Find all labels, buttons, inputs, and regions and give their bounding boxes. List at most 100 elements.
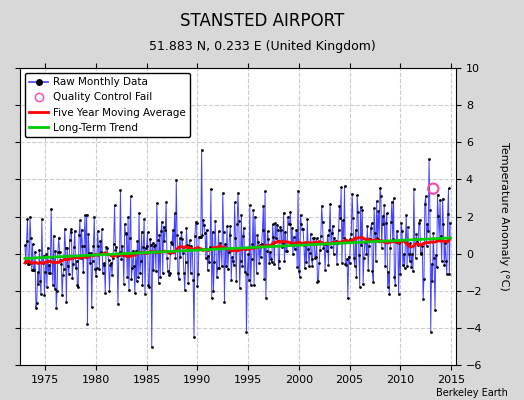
Point [146,236,154,242]
Point [68,275,77,281]
Point [90,213,99,220]
Point [144,282,152,288]
Point [212,244,220,251]
Point [441,240,449,246]
Point [166,250,174,257]
Point [191,232,199,239]
Text: 51.883 N, 0.233 E (United Kingdom): 51.883 N, 0.233 E (United Kingdom) [149,40,375,53]
Point [46,270,54,276]
Point [421,193,430,200]
Point [268,259,276,265]
Point [139,244,147,250]
Point [128,265,136,271]
Point [180,270,188,276]
Point [256,242,264,248]
Point [73,282,82,288]
Point [118,243,126,249]
Point [351,226,359,233]
Point [376,184,384,191]
Point [86,250,95,256]
Point [387,219,395,225]
Point [440,262,449,268]
Point [435,236,443,242]
Point [439,221,447,228]
Point [275,264,283,271]
Point [34,269,42,276]
Point [162,199,170,206]
Point [117,256,126,262]
Point [53,288,61,295]
Point [129,247,137,254]
Point [122,231,130,237]
Point [89,258,97,264]
Legend: Raw Monthly Data, Quality Control Fail, Five Year Moving Average, Long-Term Tren: Raw Monthly Data, Quality Control Fail, … [25,73,190,137]
Point [220,229,228,236]
Point [394,238,402,244]
Point [360,254,368,261]
Point [410,185,418,192]
Point [198,146,206,153]
Point [132,248,140,254]
Point [213,264,222,271]
Point [92,273,100,279]
Point [149,267,158,273]
Point [408,251,417,257]
Point [401,238,410,245]
Point [423,221,432,227]
Point [215,265,224,271]
Point [419,296,428,302]
Point [21,242,29,249]
Point [331,240,340,246]
Point [152,200,161,207]
Point [384,268,392,275]
Point [119,251,127,258]
Point [288,225,296,231]
Point [255,260,264,266]
Point [107,260,115,266]
Point [79,269,88,276]
Point [74,284,82,290]
Y-axis label: Temperature Anomaly (°C): Temperature Anomaly (°C) [499,142,509,291]
Point [176,254,184,260]
Point [348,191,356,197]
Point [119,281,128,287]
Point [23,216,31,222]
Point [418,243,427,250]
Point [187,243,195,250]
Point [382,220,390,226]
Point [403,224,412,230]
Point [188,246,196,252]
Point [361,239,369,245]
Point [238,263,246,270]
Point [289,250,297,257]
Point [425,206,434,213]
Point [145,284,154,290]
Point [239,224,248,231]
Point [427,329,435,335]
Point [264,236,272,242]
Point [362,250,370,257]
Point [341,261,350,267]
Point [333,260,341,267]
Point [203,266,212,273]
Point [199,217,208,224]
Point [388,198,396,205]
Point [38,216,46,223]
Point [250,214,259,220]
Point [271,220,279,226]
Point [257,241,266,247]
Point [27,267,36,274]
Point [219,190,227,196]
Point [363,222,372,229]
Point [159,270,167,276]
Point [34,281,42,287]
Point [144,229,152,235]
Point [293,263,301,270]
Point [352,274,361,280]
Point [104,251,112,258]
Point [319,218,327,225]
Point [71,228,79,234]
Point [249,207,257,213]
Point [160,238,169,244]
Point [189,277,198,283]
